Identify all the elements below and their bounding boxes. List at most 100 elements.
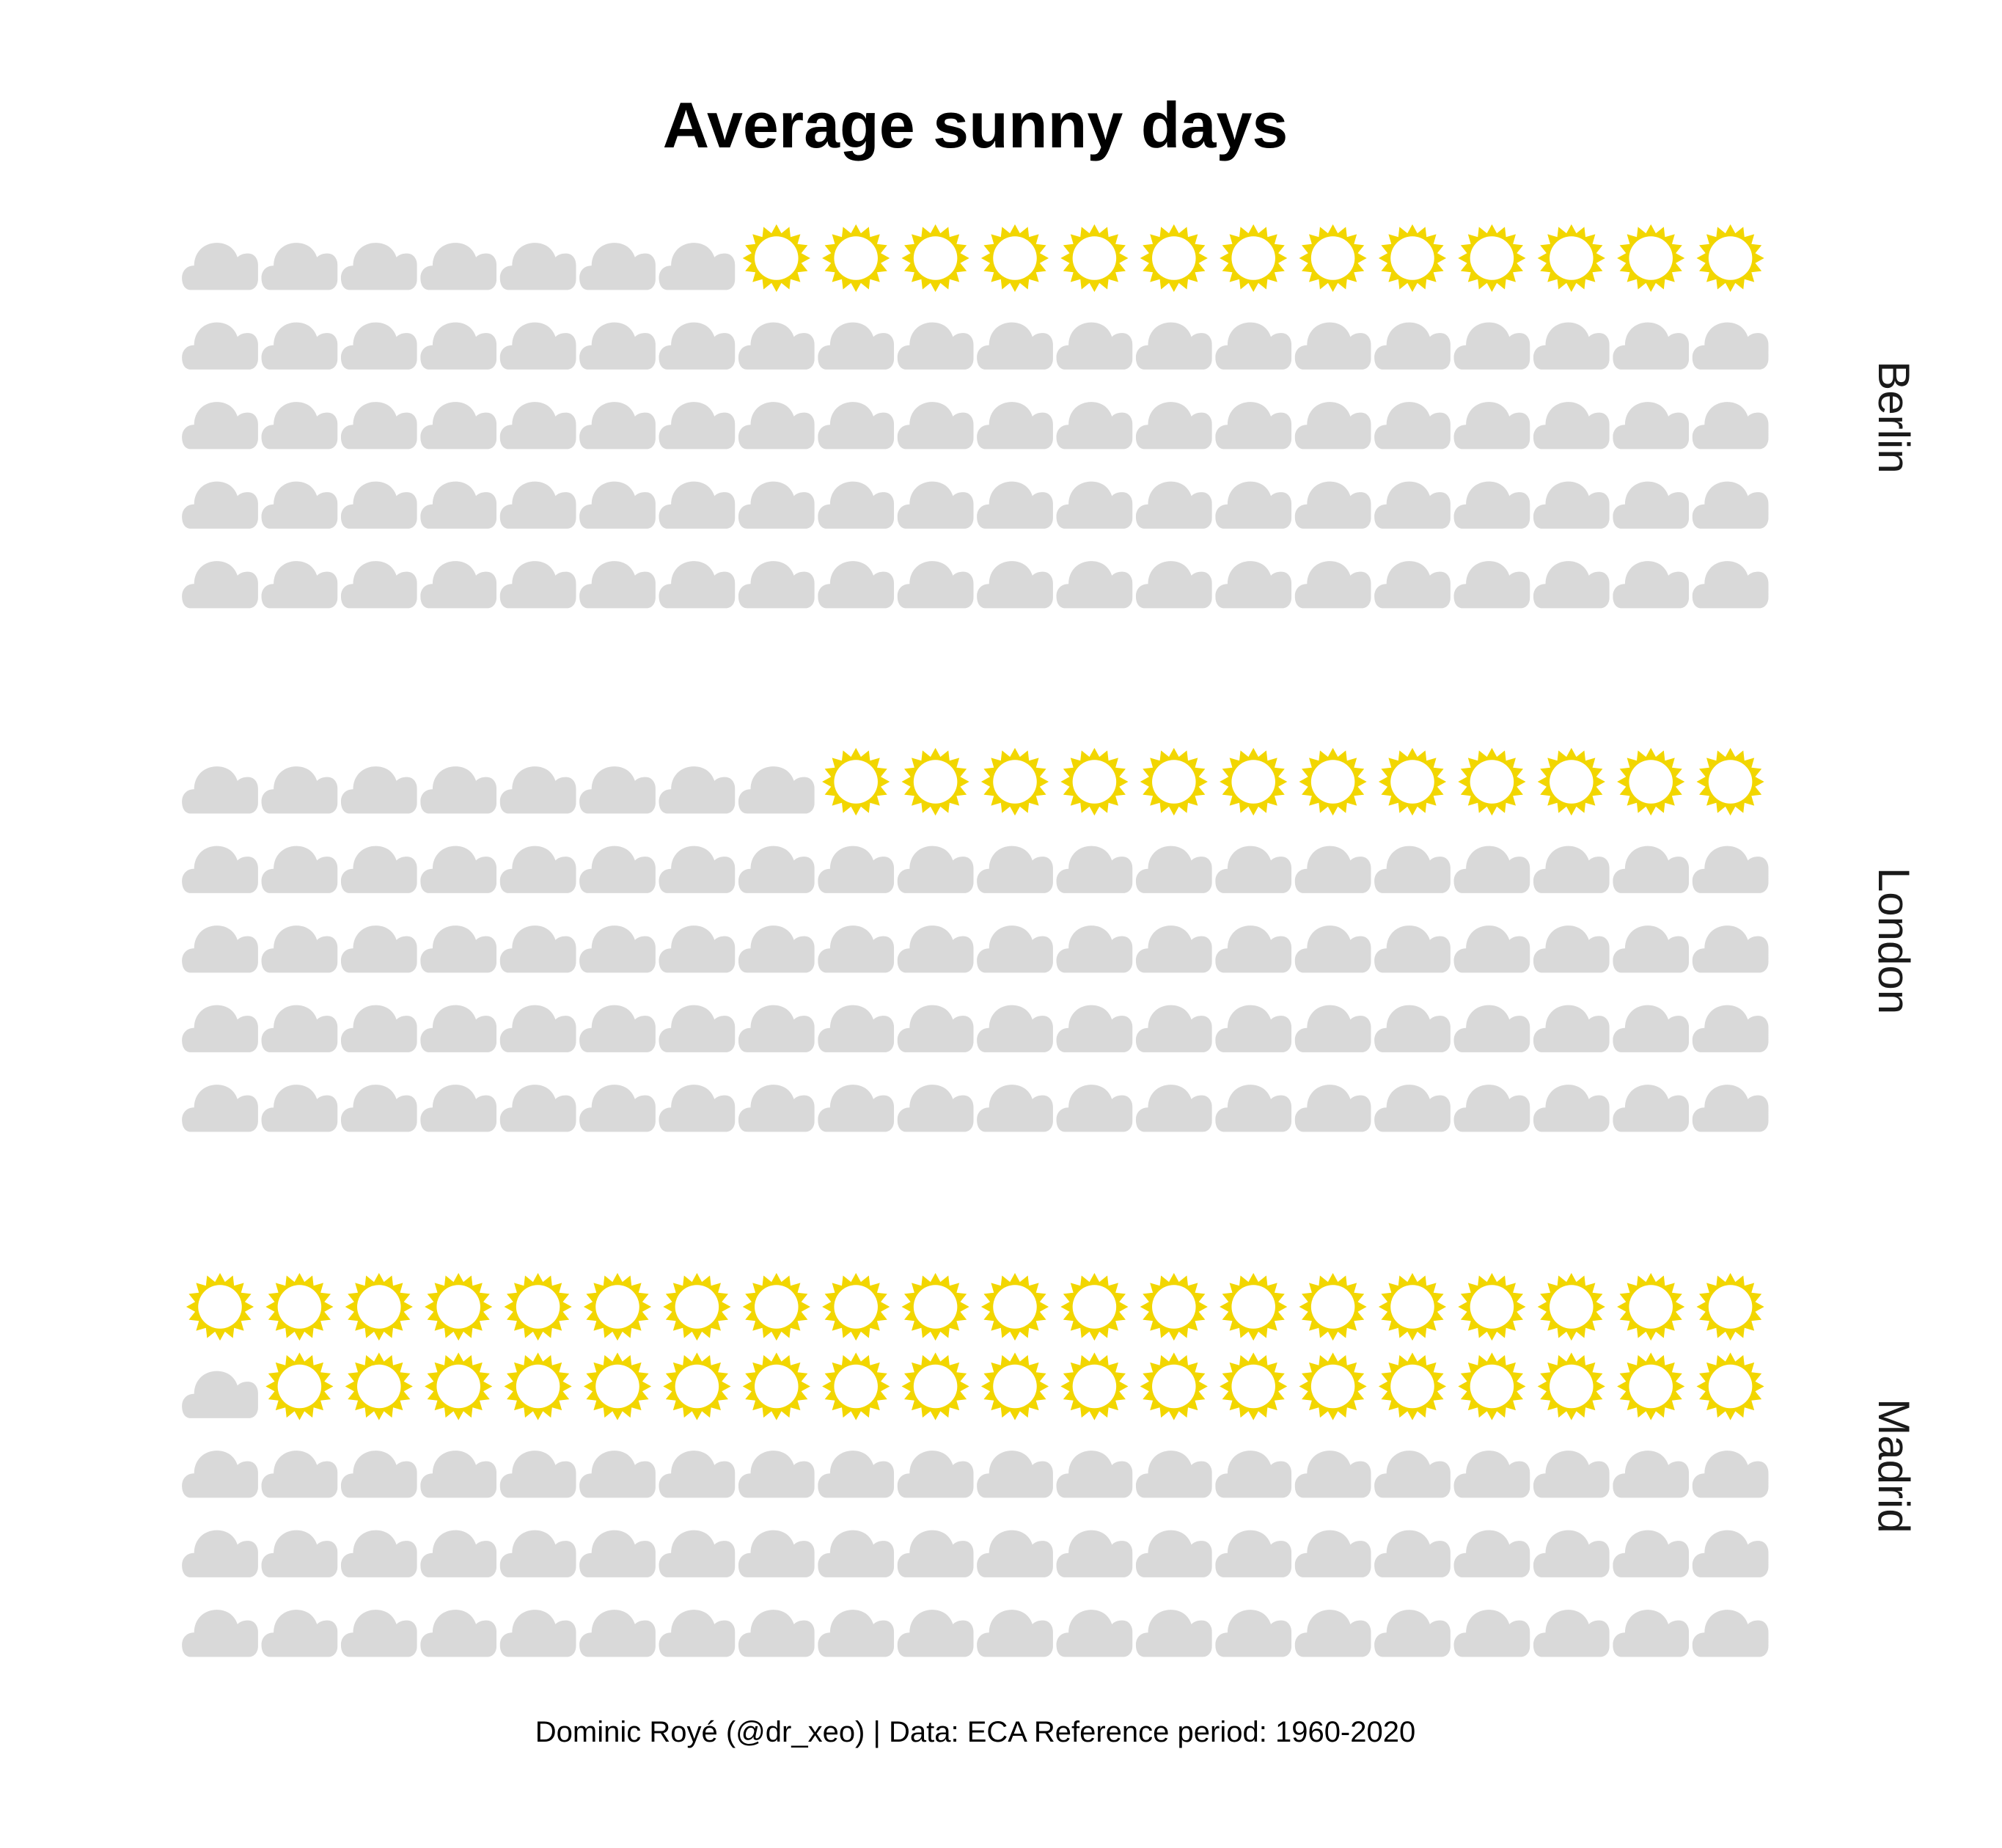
cloud-icon bbox=[182, 766, 258, 814]
cloud-icon bbox=[1533, 846, 1610, 893]
cloud-icon bbox=[499, 925, 576, 973]
cloud-icon bbox=[1215, 846, 1292, 893]
sun-icon bbox=[1378, 224, 1447, 293]
cloud-icon bbox=[738, 925, 815, 973]
cloud-icon bbox=[261, 402, 338, 450]
cloud-icon bbox=[1613, 1530, 1690, 1577]
cloud-icon bbox=[340, 766, 417, 814]
cloud-icon bbox=[897, 1451, 974, 1498]
cloud-icon bbox=[499, 1085, 576, 1132]
sun-icon bbox=[822, 224, 890, 293]
sun-icon bbox=[265, 1272, 334, 1341]
cloud-icon bbox=[738, 766, 815, 814]
cloud-icon bbox=[340, 481, 417, 529]
cloud-icon bbox=[659, 243, 736, 290]
cloud-icon bbox=[261, 561, 338, 609]
cloud-icon bbox=[579, 846, 656, 893]
cloud-icon bbox=[818, 322, 895, 370]
sun-icon bbox=[1537, 747, 1605, 816]
cloud-icon bbox=[659, 1610, 736, 1657]
cloud-icon bbox=[182, 1371, 258, 1418]
cloud-icon bbox=[818, 1530, 895, 1577]
facet-berlin: Berlin bbox=[182, 224, 1918, 609]
sun-icon bbox=[1060, 1272, 1129, 1341]
cloud-icon bbox=[261, 846, 338, 893]
cloud-icon bbox=[261, 766, 338, 814]
cloud-icon bbox=[261, 243, 338, 290]
sun-icon bbox=[1140, 1272, 1208, 1341]
chart-caption: Dominic Royé (@dr_xeo) | Data: ECA Refer… bbox=[535, 1716, 1416, 1748]
cloud-icon bbox=[818, 481, 895, 529]
cloud-icon bbox=[420, 925, 497, 973]
cloud-icon bbox=[261, 925, 338, 973]
cloud-icon bbox=[579, 1085, 656, 1132]
cloud-icon bbox=[1135, 322, 1212, 370]
cloud-icon bbox=[818, 402, 895, 450]
cloud-icon bbox=[1135, 561, 1212, 609]
sun-icon bbox=[504, 1272, 572, 1341]
cloud-icon bbox=[659, 1530, 736, 1577]
cloud-icon bbox=[977, 1085, 1053, 1132]
cloud-icon bbox=[1135, 1530, 1212, 1577]
sun-icon bbox=[1140, 1352, 1208, 1420]
cloud-icon bbox=[1692, 481, 1769, 529]
sun-icon bbox=[583, 1352, 652, 1420]
sun-icon bbox=[1617, 1352, 1685, 1420]
cloud-icon bbox=[1374, 322, 1451, 370]
cloud-icon bbox=[1294, 322, 1371, 370]
cloud-icon bbox=[499, 402, 576, 450]
cloud-icon bbox=[818, 1005, 895, 1052]
cloud-icon bbox=[182, 243, 258, 290]
cloud-icon bbox=[579, 1530, 656, 1577]
cloud-icon bbox=[340, 402, 417, 450]
cloud-icon bbox=[579, 1005, 656, 1052]
cloud-icon bbox=[659, 322, 736, 370]
cloud-icon bbox=[420, 561, 497, 609]
cloud-icon bbox=[340, 1085, 417, 1132]
cloud-icon bbox=[1374, 402, 1451, 450]
sun-icon bbox=[742, 1272, 810, 1341]
sun-icon bbox=[1299, 224, 1367, 293]
sun-icon bbox=[822, 1272, 890, 1341]
cloud-icon bbox=[1374, 481, 1451, 529]
cloud-icon bbox=[1374, 1085, 1451, 1132]
cloud-icon bbox=[499, 481, 576, 529]
cloud-icon bbox=[1215, 1451, 1292, 1498]
sun-icon bbox=[822, 1352, 890, 1420]
cloud-icon bbox=[1533, 1530, 1610, 1577]
cloud-icon bbox=[1692, 1085, 1769, 1132]
cloud-icon bbox=[818, 1085, 895, 1132]
cloud-icon bbox=[977, 1530, 1053, 1577]
cloud-icon bbox=[1533, 481, 1610, 529]
sun-icon bbox=[425, 1272, 493, 1341]
cloud-icon bbox=[1135, 846, 1212, 893]
cloud-icon bbox=[1533, 1610, 1610, 1657]
cloud-icon bbox=[1056, 925, 1133, 973]
sun-icon bbox=[1696, 1352, 1764, 1420]
cloud-icon bbox=[579, 243, 656, 290]
cloud-icon bbox=[977, 925, 1053, 973]
cloud-icon bbox=[1135, 402, 1212, 450]
cloud-icon bbox=[340, 561, 417, 609]
facets: Berlin London Madrid bbox=[182, 224, 1918, 1657]
cloud-icon bbox=[1056, 1085, 1133, 1132]
cloud-icon bbox=[182, 846, 258, 893]
cloud-icon bbox=[1692, 322, 1769, 370]
cloud-icon bbox=[579, 481, 656, 529]
cloud-icon bbox=[1374, 561, 1451, 609]
sun-icon bbox=[504, 1352, 572, 1420]
sun-icon bbox=[1378, 1352, 1447, 1420]
cloud-icon bbox=[1056, 1530, 1133, 1577]
sun-icon bbox=[1378, 1272, 1447, 1341]
cloud-icon bbox=[897, 481, 974, 529]
cloud-icon bbox=[182, 1451, 258, 1498]
cloud-icon bbox=[659, 1451, 736, 1498]
cloud-icon bbox=[738, 1451, 815, 1498]
sun-icon bbox=[1220, 1272, 1288, 1341]
cloud-icon bbox=[1692, 1005, 1769, 1052]
sun-icon bbox=[1458, 1272, 1526, 1341]
cloud-icon bbox=[182, 322, 258, 370]
cloud-icon bbox=[659, 481, 736, 529]
cloud-icon bbox=[1613, 322, 1690, 370]
cloud-icon bbox=[818, 1451, 895, 1498]
